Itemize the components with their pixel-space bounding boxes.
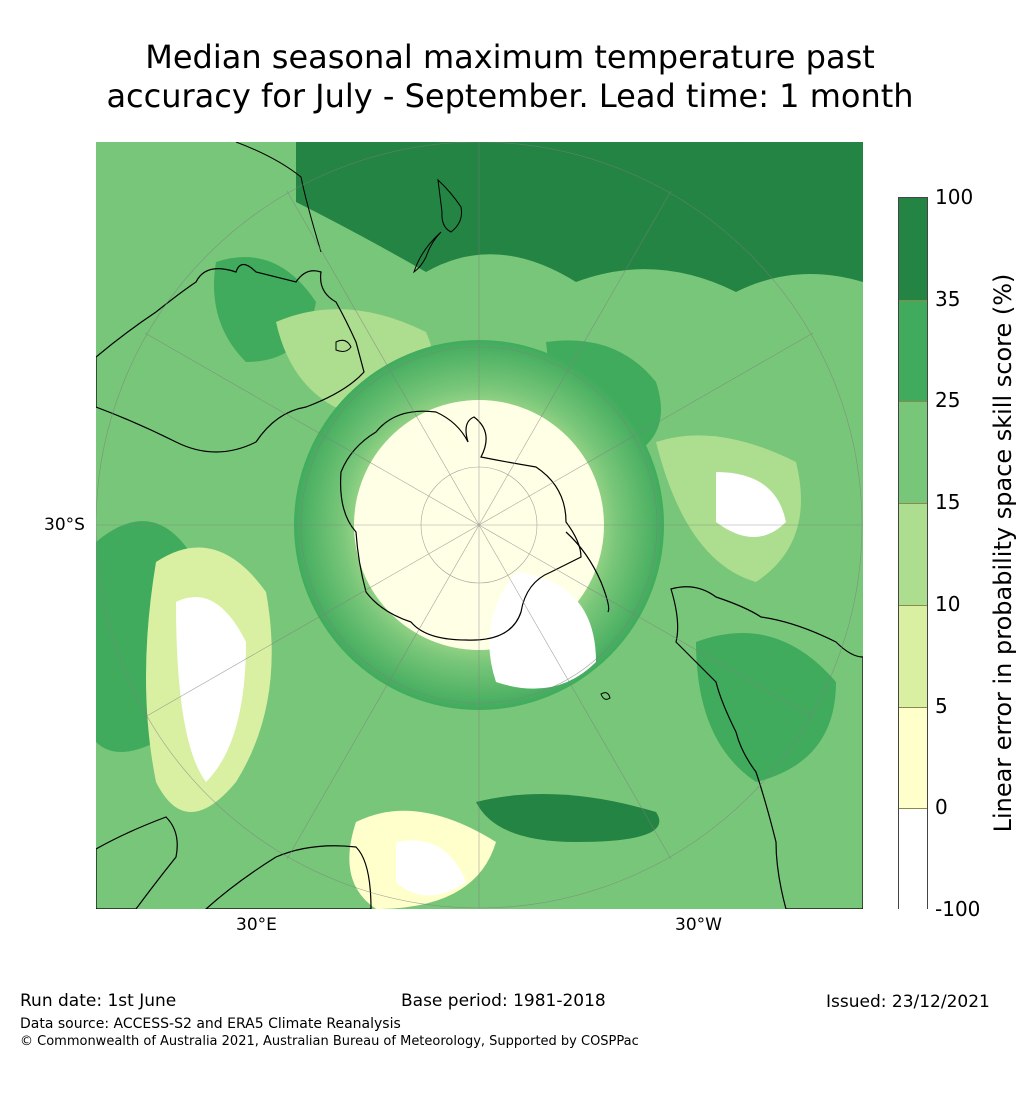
base-period: Base period: 1981-2018	[401, 991, 606, 1011]
lon-label-30e: 30°E	[236, 915, 277, 935]
new-zealand-south-island	[413, 231, 442, 274]
colorbar	[898, 197, 928, 911]
title-line-2: accuracy for July - September. Lead time…	[106, 77, 914, 115]
colorbar-band	[899, 198, 927, 300]
lon-label-30w: 30°W	[675, 915, 722, 935]
falklands-coastline	[600, 692, 611, 700]
colorbar-tick-label: -100	[935, 897, 981, 921]
skill-score-map	[96, 142, 863, 909]
colorbar-tick-label: 15	[935, 490, 961, 515]
south-atlantic-low-skill	[489, 572, 596, 689]
data-source: Data source: ACCESS-S2 and ERA5 Climate …	[20, 1016, 401, 1032]
low-skill-area-south-core	[396, 840, 466, 896]
title-line-1: Median seasonal maximum temperature past	[145, 38, 875, 76]
colorbar-band	[899, 706, 927, 810]
graticule-meridian-6	[286, 190, 672, 860]
madagascar-coastline	[205, 845, 372, 909]
tasmania-coastline	[335, 339, 352, 352]
colorbar-band	[899, 299, 927, 403]
colorbar-tick-label: 10	[935, 591, 961, 616]
colorbar-tick-label: 100	[935, 185, 974, 209]
new-zealand-north-island	[437, 178, 462, 233]
antarctic-peninsula-coast	[565, 531, 610, 613]
chart-title: Median seasonal maximum temperature past…	[0, 38, 1020, 116]
south-america-coastline	[670, 586, 863, 909]
antarctica-coastline	[339, 410, 582, 641]
high-skill-region-ne	[736, 142, 863, 262]
colorbar-tick-label: 35	[935, 286, 961, 311]
colorbar-band	[899, 604, 927, 708]
map-svg	[96, 142, 863, 909]
australia-coastline	[96, 263, 365, 453]
issued-date: Issued: 23/12/2021	[826, 992, 990, 1012]
colorbar-tick-label: 5	[935, 693, 948, 718]
lat-label-30s: 30°S	[44, 515, 85, 535]
medium-skill-patch-3	[696, 633, 836, 782]
colorbar-tick-label: 25	[935, 388, 961, 413]
colorbar-band	[899, 401, 927, 505]
graticule	[96, 142, 863, 909]
low-skill-area-east-core	[716, 472, 786, 537]
run-date: Run date: 1st June	[20, 991, 177, 1011]
low-skill-area-west-core	[176, 597, 246, 782]
colorbar-band	[899, 503, 927, 606]
colorbar-tick-label: 0	[935, 795, 948, 820]
colorbar-band	[899, 808, 927, 911]
copyright: © Commonwealth of Australia 2021, Austra…	[20, 1034, 639, 1049]
colorbar-title: Linear error in probability space skill …	[989, 273, 1017, 833]
southern-africa-coastline	[96, 816, 178, 909]
australia-north-coast	[235, 142, 322, 253]
high-skill-region-south	[476, 794, 660, 842]
